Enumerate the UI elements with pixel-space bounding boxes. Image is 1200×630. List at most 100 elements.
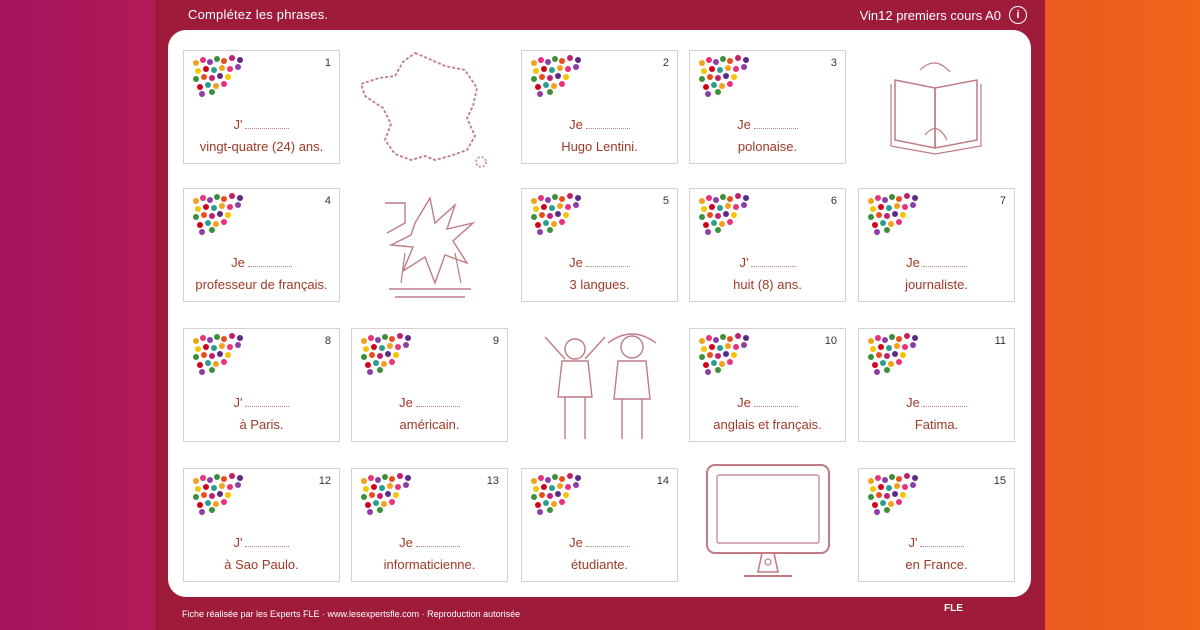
- sentence-blank: Je: [859, 395, 1014, 410]
- answer-blank[interactable]: [245, 546, 290, 547]
- sentence-blank: Je: [690, 395, 845, 410]
- statue-of-liberty-icon: [385, 196, 476, 298]
- course-title: Vin12 premiers cours A0: [859, 7, 1001, 23]
- answer-blank[interactable]: [245, 406, 290, 407]
- children-icon: [544, 333, 657, 439]
- sentence-subject: Je: [569, 117, 583, 132]
- logo-icon: [868, 473, 918, 515]
- sentence-blank: Je: [522, 117, 677, 132]
- sentence-blank: J': [184, 535, 339, 550]
- sentence-subject: Je: [231, 255, 245, 270]
- logo-icon: [699, 193, 749, 235]
- card-number: 5: [662, 195, 669, 207]
- sentence-complement: étudiante.: [570, 557, 629, 572]
- logo-icon: [193, 333, 243, 375]
- sentence-subject: J': [233, 395, 243, 410]
- card-number: 2: [662, 57, 669, 69]
- exercise-card: 14 Je étudiante.: [521, 468, 678, 582]
- open-book-icon: [890, 62, 982, 155]
- sentence-blank: J': [184, 117, 339, 132]
- exercise-card: 11 Je Fatima.: [858, 328, 1015, 442]
- answer-blank[interactable]: [585, 128, 630, 129]
- answer-blank[interactable]: [751, 266, 796, 267]
- sentence-complement: huit (8) ans.: [733, 277, 802, 292]
- sentence-subject: Je: [906, 255, 920, 270]
- sentence-blank: Je: [522, 535, 677, 550]
- sentence-complement: Hugo Lentini.: [561, 139, 638, 154]
- answer-blank[interactable]: [753, 128, 798, 129]
- exercise-card: 8 J' à Paris.: [183, 328, 340, 442]
- sentence-blank: Je: [352, 535, 507, 550]
- exercise-card: 2 Je Hugo Lentini.: [521, 50, 678, 164]
- exercise-card: 7 Je journaliste.: [858, 188, 1015, 302]
- sentence-subject: Je: [737, 395, 751, 410]
- sentence-complement: polonaise.: [737, 139, 798, 154]
- exercise-card: 9 Je américain.: [351, 328, 508, 442]
- sentence-complement: journaliste.: [905, 277, 968, 292]
- card-number: 11: [994, 335, 1006, 347]
- sentence-complement: américain.: [399, 417, 460, 432]
- sentence-complement: anglais et français.: [713, 417, 822, 432]
- answer-blank[interactable]: [585, 266, 630, 267]
- sentence-blank: J': [184, 395, 339, 410]
- logo-icon: [868, 193, 918, 235]
- answer-blank[interactable]: [922, 406, 967, 407]
- brand-logo: FLE: [944, 603, 963, 614]
- answer-blank[interactable]: [753, 406, 798, 407]
- card-number: 8: [324, 335, 331, 347]
- answer-blank[interactable]: [415, 406, 460, 407]
- card-number: 15: [993, 475, 1006, 487]
- logo-icon: [531, 193, 581, 235]
- sentence-blank: Je: [859, 255, 1014, 270]
- exercise-card: 1 J' vingt-quatre (24) ans.: [183, 50, 340, 164]
- sentence-subject: Je: [399, 535, 413, 550]
- card-number: 1: [324, 57, 331, 69]
- card-number: 6: [830, 195, 837, 207]
- sentence-complement: professeur de français.: [195, 277, 328, 292]
- exercise-card: 10 Je anglais et français.: [689, 328, 846, 442]
- sentence-subject: Je: [569, 255, 583, 270]
- card-number: 10: [824, 335, 837, 347]
- exercise-card: 5 Je 3 langues.: [521, 188, 678, 302]
- answer-blank[interactable]: [415, 546, 460, 547]
- sentence-blank: Je: [522, 255, 677, 270]
- sentence-complement: Fatima.: [914, 417, 959, 432]
- sentence-complement: à Paris.: [239, 417, 284, 432]
- sentence-blank: Je: [690, 117, 845, 132]
- logo-icon: [531, 55, 581, 97]
- logo-icon: [193, 55, 243, 97]
- card-number: 14: [656, 475, 669, 487]
- answer-blank[interactable]: [922, 266, 967, 267]
- sentence-subject: J': [233, 535, 243, 550]
- info-icon[interactable]: i: [1009, 6, 1027, 24]
- sentence-subject: J': [233, 117, 243, 132]
- card-number: 4: [324, 195, 331, 207]
- course-header: Vin12 premiers cours A0 i: [860, 6, 1027, 24]
- logo-icon: [361, 333, 411, 375]
- exercise-card: 13 Je informaticienne.: [351, 468, 508, 582]
- logo-icon: [531, 473, 581, 515]
- sentence-blank: J': [690, 255, 845, 270]
- answer-blank[interactable]: [245, 128, 290, 129]
- exercise-card: 12 J' à Sao Paulo.: [183, 468, 340, 582]
- answer-blank[interactable]: [585, 546, 630, 547]
- logo-icon: [699, 55, 749, 97]
- sentence-subject: Je: [399, 395, 413, 410]
- sentence-subject: J': [908, 535, 918, 550]
- answer-blank[interactable]: [920, 546, 965, 547]
- card-number: 13: [486, 475, 499, 487]
- exercise-card: 4 Je professeur de français.: [183, 188, 340, 302]
- sentence-complement: informaticienne.: [383, 557, 476, 572]
- logo-icon: [193, 473, 243, 515]
- logo-icon: [193, 193, 243, 235]
- card-number: 7: [999, 195, 1006, 207]
- answer-blank[interactable]: [247, 266, 292, 267]
- sentence-blank: Je: [184, 255, 339, 270]
- sentence-complement: 3 langues.: [569, 277, 630, 292]
- footer-credit: Fiche réalisée par les Experts FLE · www…: [182, 609, 521, 619]
- sentence-complement: en France.: [905, 557, 968, 572]
- sentence-subject: Je: [569, 535, 583, 550]
- sentence-subject: J': [739, 255, 749, 270]
- card-number: 3: [830, 57, 837, 69]
- exercise-card: 3 Je polonaise.: [689, 50, 846, 164]
